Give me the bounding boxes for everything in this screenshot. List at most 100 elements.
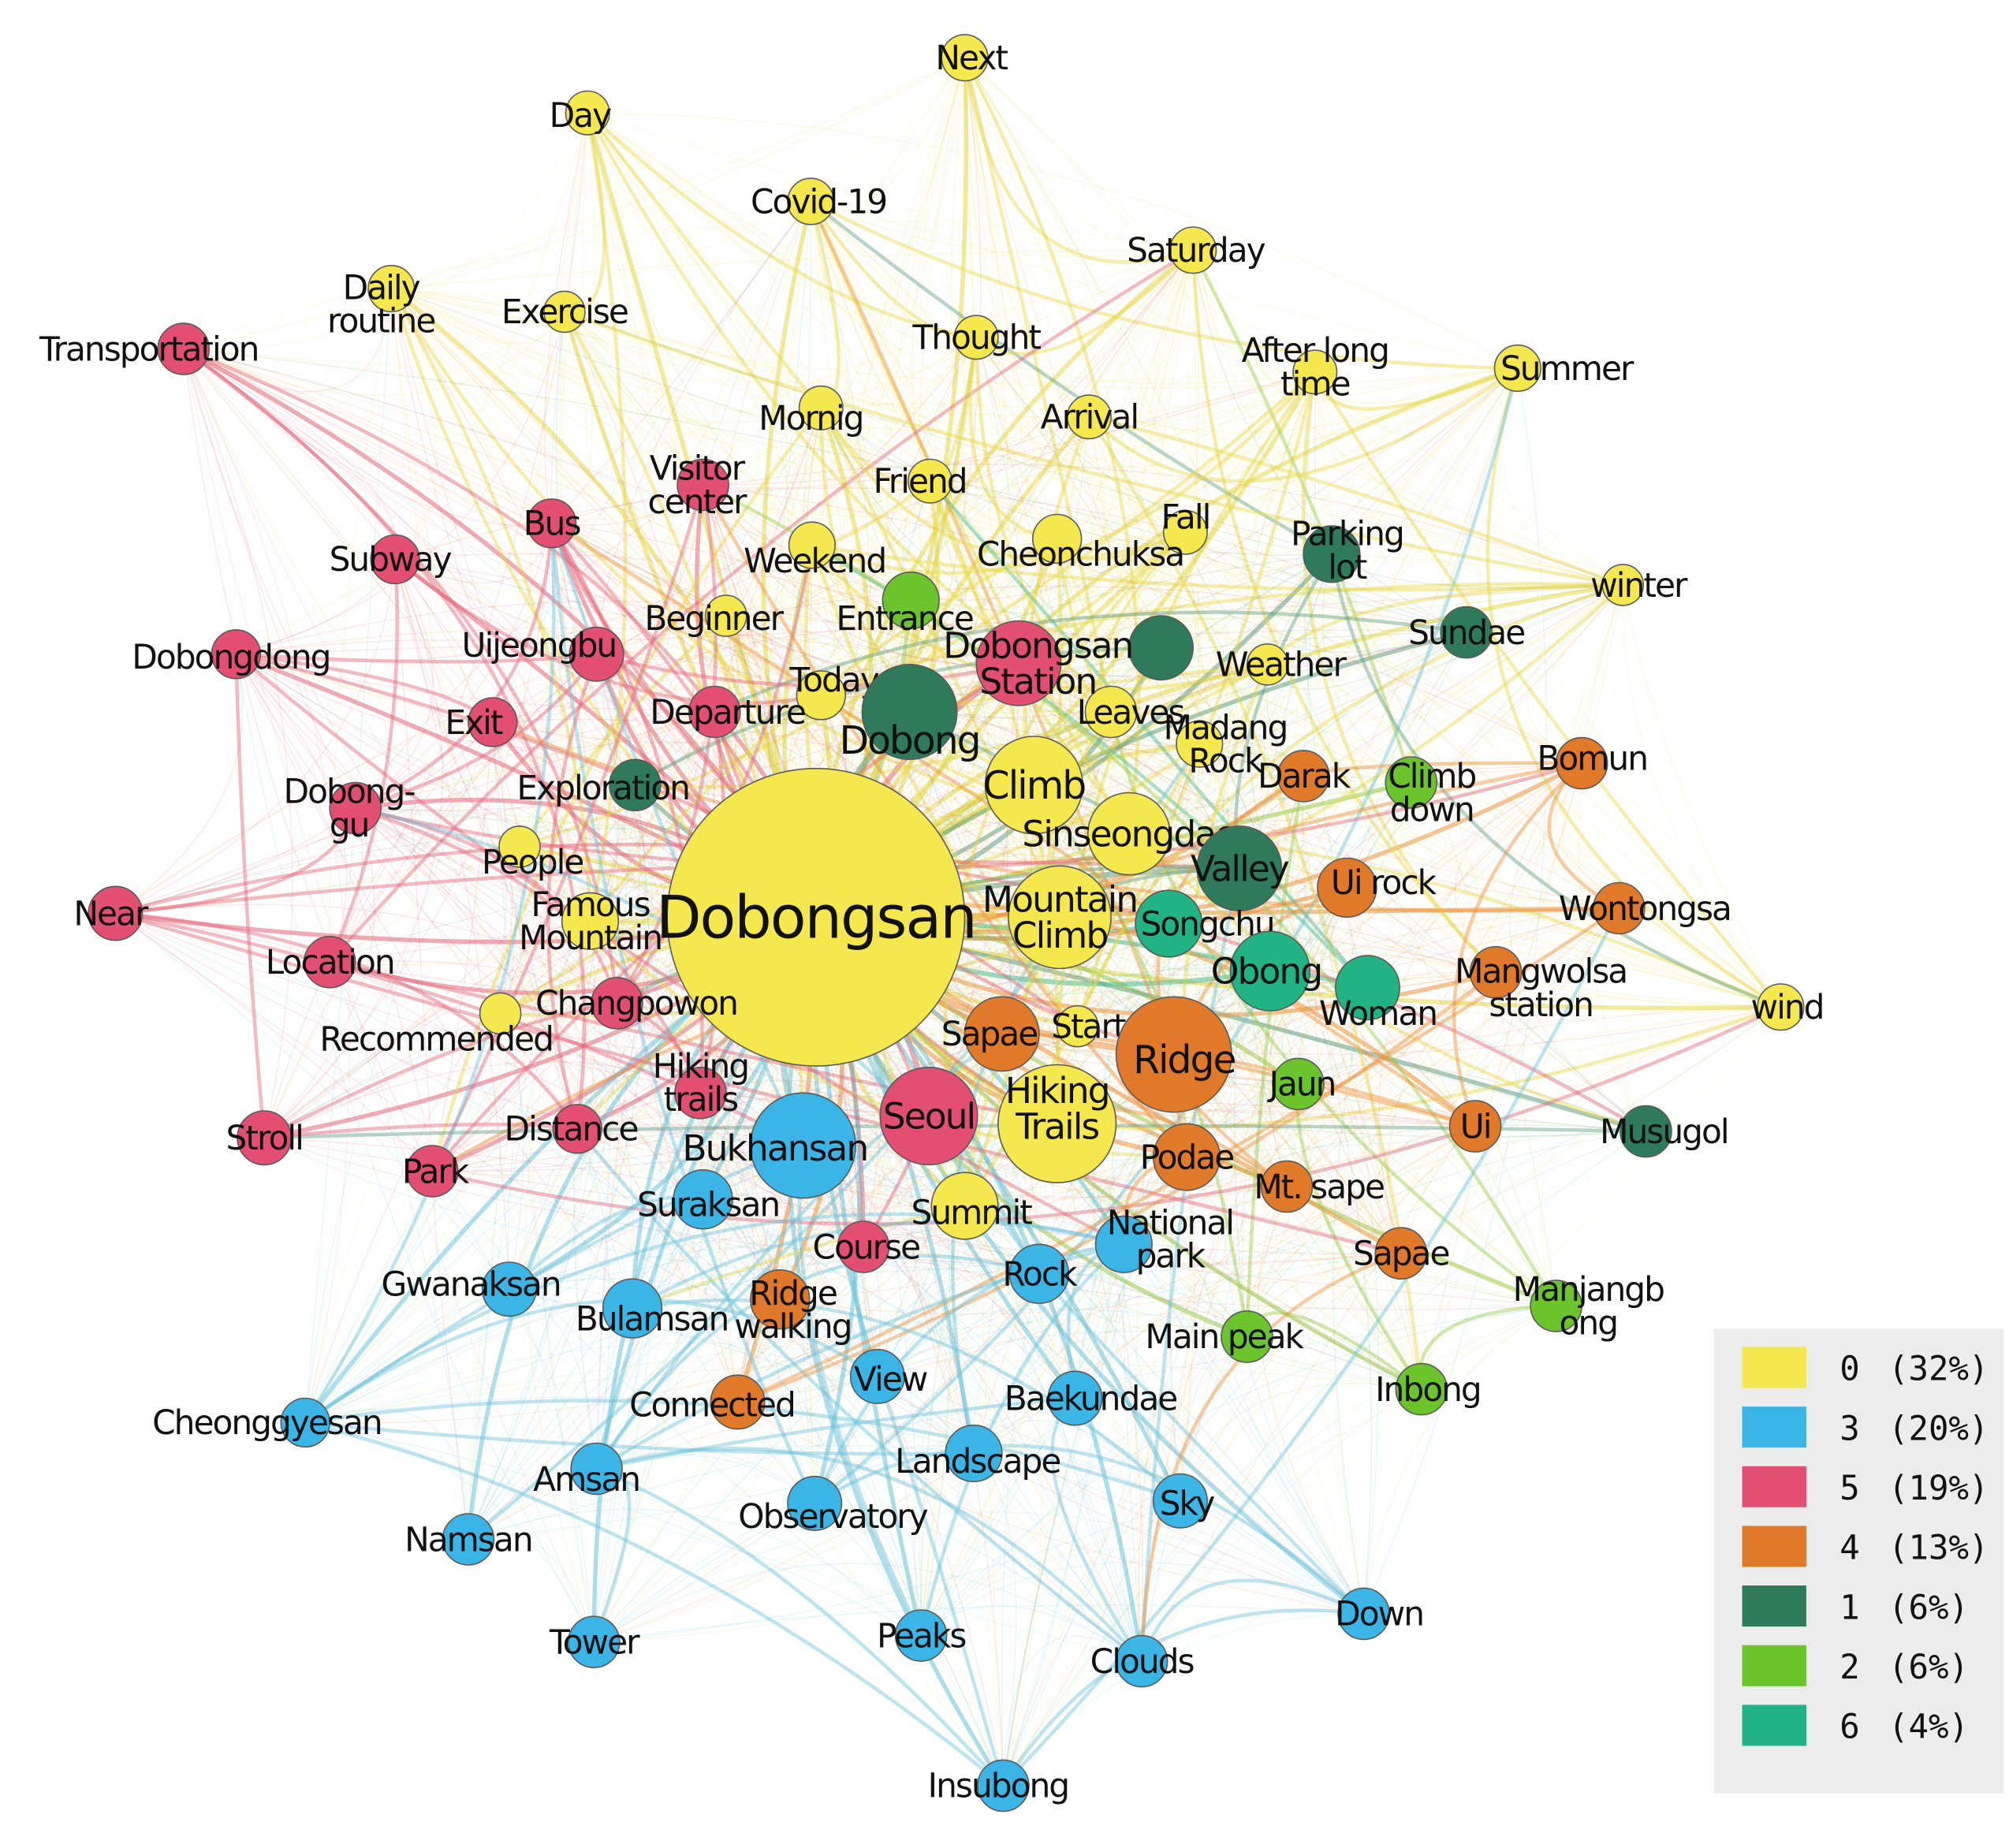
node-circle: [367, 265, 416, 313]
network-edge: [920, 1561, 1364, 1637]
network-edge: [263, 711, 716, 1138]
network-edge: [519, 846, 635, 1309]
network-edge: [1313, 371, 1783, 1008]
network-edge: [1184, 532, 1467, 653]
network-edge: [737, 1401, 1364, 1615]
network-edge: [595, 711, 716, 1470]
node-departure: Departure: [650, 685, 807, 739]
network-edge: [576, 1128, 1364, 1615]
node-circle: [329, 781, 382, 835]
legend-swatch: [1742, 1526, 1806, 1567]
node-circle: [1246, 643, 1289, 686]
network-edge: [703, 1198, 975, 1455]
network-edge: [928, 58, 1009, 1116]
node-label: Mountain: [519, 918, 662, 957]
network-edge: [391, 288, 1058, 539]
network-edge: [910, 249, 1194, 601]
network-edge: [703, 484, 1582, 764]
node-beginner: Beginner: [644, 594, 786, 638]
network-edge: [305, 1421, 922, 1637]
node-circle: [543, 290, 586, 333]
network-edge: [1158, 250, 1557, 1306]
network-edge: [432, 1115, 930, 1172]
network-edge: [390, 288, 438, 561]
network-edge: [1123, 1243, 1365, 1615]
network-edge: [304, 1286, 633, 1423]
network-edge: [115, 912, 591, 966]
network-edge: [519, 544, 813, 848]
network-edge: [115, 912, 1288, 1198]
node-circle: [567, 1615, 621, 1668]
network-edge: [183, 220, 1194, 350]
node-amsan: Amsan: [533, 1442, 641, 1499]
network-edge: [914, 1273, 1040, 1636]
node-circle: [930, 1172, 999, 1240]
network-edge: [1001, 1608, 1364, 1787]
node-circle: [882, 571, 940, 630]
network-edge: [182, 348, 864, 1248]
node-podae: Podae: [1140, 1123, 1235, 1191]
network-edge: [305, 1396, 1364, 1615]
network-edge: [519, 695, 822, 848]
network-edge: [975, 248, 1195, 356]
node-label: Dobongsan: [656, 884, 976, 952]
node-label: Bukhansan: [682, 1127, 867, 1169]
node-label: Leaves: [1077, 693, 1184, 732]
network-edge: [1191, 249, 1413, 784]
network-edge: [1184, 531, 1781, 1008]
network-edge: [809, 199, 1333, 556]
node-exploration: Exploration: [516, 758, 691, 812]
network-edge: [596, 1396, 1075, 1471]
network-edge: [390, 288, 598, 655]
network-edge: [328, 559, 399, 963]
network-edge: [577, 1128, 864, 1248]
node-label: Namsan: [404, 1520, 532, 1559]
node-weather: Weather: [1216, 643, 1348, 686]
network-edge: [182, 348, 433, 1172]
network-edge: [810, 201, 1411, 784]
node-circle: [1601, 564, 1645, 606]
node-bukhansan: Bukhansan: [682, 1092, 869, 1199]
node-label: Exploration: [516, 769, 689, 807]
node-circle: [941, 34, 989, 82]
node-label: Arrival: [1041, 398, 1138, 437]
network-edge: [305, 1156, 1187, 1424]
node-circle: [676, 458, 729, 512]
network-edge: [576, 1125, 1476, 1201]
network-edge: [1140, 367, 1519, 1662]
network-edge: [810, 199, 1518, 371]
network-edge: [1088, 416, 1582, 764]
node-course: Course: [812, 1220, 921, 1273]
network-edge: [115, 721, 494, 915]
network-edge: [550, 311, 878, 1377]
network-edge: [1329, 553, 1782, 1009]
network-edge: [183, 348, 1646, 1132]
network-edge: [390, 288, 822, 424]
node-label: Parking: [1291, 515, 1403, 553]
network-edge: [920, 367, 1519, 1636]
node-changpowon: Changpowon: [535, 977, 739, 1030]
node-circle: [1317, 857, 1377, 918]
network-edge: [1562, 584, 1647, 1132]
network-edge: [235, 654, 739, 1403]
network-edge: [518, 614, 728, 848]
network-edge: [468, 1123, 1057, 1540]
network-edge: [875, 1376, 1005, 1787]
network-edge: [1002, 1006, 1781, 1787]
network-edge: [1059, 916, 1422, 1390]
network-edge: [115, 784, 636, 915]
network-edge: [911, 584, 1623, 620]
network-edge: [780, 1252, 1401, 1315]
network-edge: [1033, 367, 1519, 786]
network-edge: [1346, 887, 1422, 1390]
node-circle: [1066, 394, 1112, 440]
node-label: time: [1280, 364, 1350, 403]
node-label: Sky: [1160, 1485, 1215, 1523]
node-circle: [602, 1278, 663, 1339]
network-edge: [550, 523, 805, 1146]
network-edge: [1478, 367, 1781, 1008]
network-edge: [1388, 971, 1496, 1254]
network-edge: [587, 113, 1058, 1124]
network-edge: [1123, 1124, 1646, 1245]
node-circle: [609, 758, 662, 812]
